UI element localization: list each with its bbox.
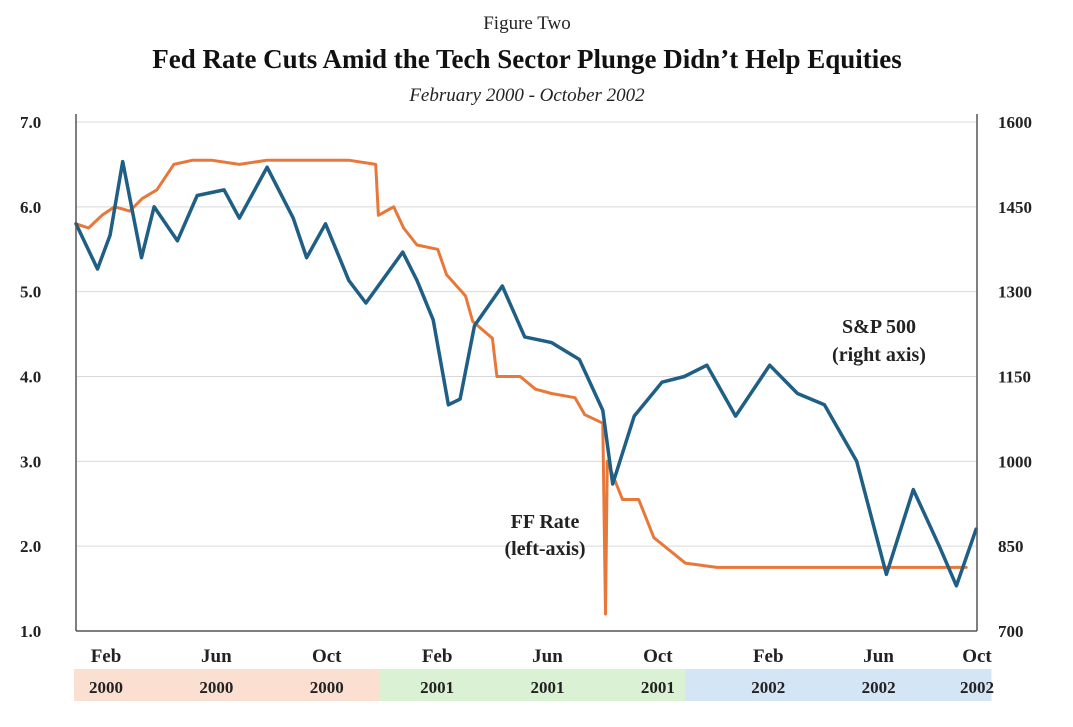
ff-rate-line <box>74 158 968 616</box>
year-band <box>685 669 788 701</box>
x-tick-year: 2000 <box>89 678 123 697</box>
year-band <box>379 669 483 701</box>
x-tick-year: 2001 <box>531 678 565 697</box>
y-right-tick-label: 1150 <box>998 368 1031 387</box>
x-tick-year: 2002 <box>862 678 896 697</box>
tick-labels: 7.0 6.0 5.0 4.0 3.0 2.0 1.0 1600 1450 1300 1150 100… <box>20 113 1032 697</box>
x-tick-month: Jun <box>532 646 563 667</box>
figure-label: Figure Two <box>483 13 571 34</box>
chart-subtitle: February 2000 - October 2002 <box>408 85 645 106</box>
y-left-tick-label: 1.0 <box>20 622 41 641</box>
year-band <box>175 669 279 701</box>
year-band <box>481 669 584 701</box>
x-tick-month: Oct <box>962 646 992 667</box>
y-left-tick-label: 3.0 <box>20 452 41 471</box>
x-tick-year: 2002 <box>751 678 785 697</box>
x-tick-month: Feb <box>422 646 453 667</box>
x-tick-year: 2001 <box>641 678 675 697</box>
y-left-tick-label: 2.0 <box>20 537 41 556</box>
chart-title: Fed Rate Cuts Amid the Tech Sector Plung… <box>152 44 902 74</box>
year-band <box>787 669 890 701</box>
annotations: FF Rate (left-axis) S&P 500 (right axis) <box>504 316 925 560</box>
y-right-tick-label: 850 <box>998 537 1024 556</box>
y-right-tick-label: 1300 <box>998 283 1032 302</box>
sp500-line <box>74 159 978 588</box>
x-tick-year: 2002 <box>960 678 994 697</box>
ff-rate-annotation: (left-axis) <box>504 538 585 560</box>
y-right-tick-label: 1000 <box>998 452 1032 471</box>
y-left-tick-label: 7.0 <box>20 113 41 132</box>
year-band <box>74 669 177 701</box>
ff-rate-annotation: FF Rate <box>511 511 580 533</box>
x-tick-month: Oct <box>643 646 673 667</box>
y-right-tick-label: 1600 <box>998 113 1032 132</box>
year-band <box>277 669 381 701</box>
year-band <box>583 669 686 701</box>
gridlines <box>76 121 977 547</box>
x-tick-month: Feb <box>91 646 122 667</box>
y-right-tick-label: 1450 <box>998 198 1032 217</box>
sp500-annotation: (right axis) <box>832 344 926 366</box>
x-tick-year: 2000 <box>310 678 344 697</box>
x-tick-year: 2001 <box>420 678 454 697</box>
x-tick-month: Jun <box>201 646 232 667</box>
y-left-tick-label: 6.0 <box>20 198 41 217</box>
sp500-annotation: S&P 500 <box>842 316 916 338</box>
x-tick-month: Oct <box>312 646 342 667</box>
year-band <box>889 669 992 701</box>
axes <box>75 114 978 632</box>
series-lines <box>74 158 978 616</box>
x-tick-year: 2000 <box>199 678 233 697</box>
y-left-tick-label: 5.0 <box>20 283 41 302</box>
x-tick-month: Feb <box>753 646 784 667</box>
x-tick-month: Jun <box>863 646 894 667</box>
year-bands <box>74 669 992 701</box>
y-right-tick-label: 700 <box>998 622 1024 641</box>
y-left-tick-label: 4.0 <box>20 368 41 387</box>
